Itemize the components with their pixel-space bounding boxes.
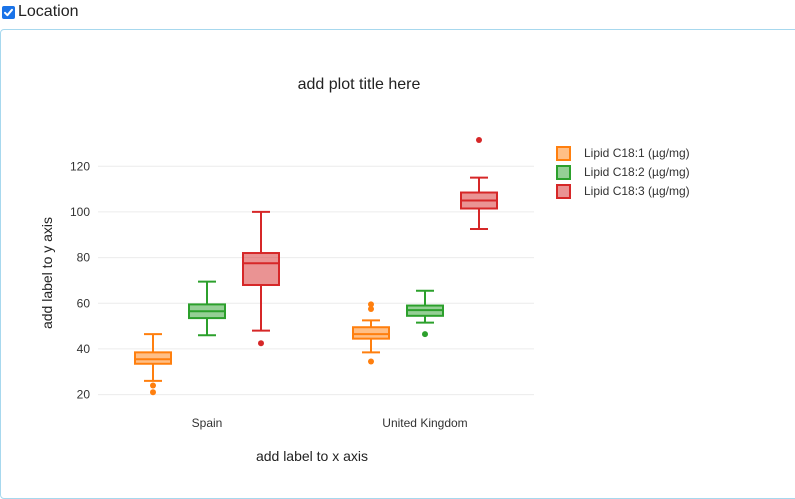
box-2: [188, 280, 226, 337]
legend-swatch: [556, 184, 571, 199]
legend-label: Lipid C18:2 (µg/mg): [584, 165, 690, 179]
outlier-point: [476, 137, 482, 144]
outlier-point: [150, 389, 156, 396]
legend-item-3[interactable]: Lipid C18:3 (µg/mg): [556, 184, 690, 199]
legend-item-1[interactable]: Lipid C18:1 (µg/mg): [556, 146, 690, 161]
iqr-box: [352, 326, 390, 340]
box-series: [134, 137, 498, 396]
legend[interactable]: Lipid C18:1 (µg/mg) Lipid C18:2 (µg/mg) Li…: [556, 146, 690, 199]
x-tick-label: Spain: [192, 416, 223, 430]
y-tick-label: 80: [77, 251, 91, 265]
y-axis-label: add label to y axis: [39, 217, 55, 329]
y-tick-label: 60: [77, 296, 91, 310]
x-axis-label: add label to x axis: [256, 448, 368, 464]
outlier-point: [368, 305, 374, 312]
iqr-box: [134, 351, 172, 365]
x-axis-ticks: Spain United Kingdom: [192, 416, 468, 430]
outlier-point: [368, 301, 374, 308]
y-tick-label: 20: [77, 388, 91, 402]
location-label: Location: [18, 3, 79, 20]
grid-lines: [98, 165, 534, 396]
y-tick-label: 120: [70, 159, 90, 173]
chart-panel: 20 40 60 80 100 120 Spain United Kingdom add p…: [0, 29, 795, 499]
outlier-point: [368, 358, 374, 365]
box-3: [242, 210, 280, 347]
x-tick-label: United Kingdom: [382, 416, 467, 430]
box-2: [406, 289, 444, 338]
legend-item-2[interactable]: Lipid C18:2 (µg/mg): [556, 165, 690, 180]
outlier-point: [422, 331, 428, 338]
chart-title: add plot title here: [298, 76, 421, 93]
box-plot: 20 40 60 80 100 120 Spain United Kingdom add p…: [39, 76, 690, 464]
iqr-box: [242, 252, 280, 286]
box-1: [134, 333, 172, 396]
location-checkbox[interactable]: [2, 5, 15, 19]
box-3: [460, 137, 498, 231]
outlier-point: [258, 340, 264, 347]
location-toggle[interactable]: Location: [2, 2, 79, 22]
legend-swatch: [556, 146, 571, 161]
y-axis-ticks: 20 40 60 80 100 120: [70, 159, 90, 401]
legend-label: Lipid C18:3 (µg/mg): [584, 184, 690, 198]
checkmark-icon: [4, 8, 13, 16]
box-1: [352, 301, 390, 365]
legend-label: Lipid C18:1 (µg/mg): [584, 146, 690, 160]
legend-swatch: [556, 165, 571, 180]
y-tick-label: 40: [77, 342, 91, 356]
outlier-point: [150, 382, 156, 389]
y-tick-label: 100: [70, 205, 90, 219]
